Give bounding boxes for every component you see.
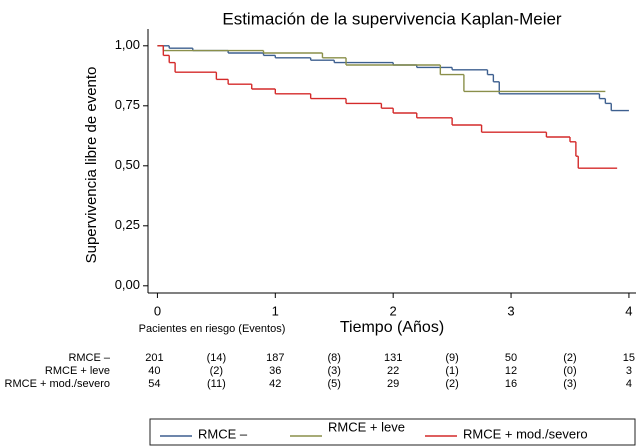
risk-events: (2) — [210, 365, 223, 377]
risk-count: 16 — [505, 378, 517, 390]
risk-row-label: RMCE + leve — [45, 365, 110, 377]
y-tick-label: 0,25 — [115, 217, 140, 232]
x-tick-label: 2 — [390, 303, 397, 318]
risk-row-label: RMCE – — [68, 352, 110, 364]
x-tick-label: 0 — [154, 303, 161, 318]
risk-count: 187 — [266, 352, 284, 364]
risk-events: (2) — [563, 352, 576, 364]
y-axis-label: Supervivencia libre de evento — [83, 67, 100, 264]
risk-count: 54 — [148, 378, 160, 390]
risk-count: 3 — [626, 365, 632, 377]
risk-count: 4 — [626, 378, 632, 390]
chart-title: Estimación de la supervivencia Kaplan-Me… — [222, 9, 562, 28]
risk-events: (3) — [563, 378, 576, 390]
x-tick-label: 1 — [272, 303, 279, 318]
risk-count: 40 — [148, 365, 160, 377]
risk-count: 201 — [145, 352, 163, 364]
risk-count: 50 — [505, 352, 517, 364]
risk-table-title: Pacientes en riesgo (Eventos) — [139, 323, 286, 335]
risk-count: 131 — [384, 352, 402, 364]
x-tick-label: 3 — [507, 303, 514, 318]
legend-label: RMCE + leve — [328, 419, 405, 434]
x-axis-label: Tiempo (Años) — [340, 319, 444, 336]
risk-events: (1) — [445, 365, 458, 377]
y-tick-label: 0,50 — [115, 157, 140, 172]
risk-events: (5) — [328, 378, 341, 390]
y-tick-label: 1,00 — [115, 37, 140, 52]
risk-count: 42 — [269, 378, 281, 390]
risk-count: 36 — [269, 365, 281, 377]
risk-events: (14) — [207, 352, 227, 364]
risk-count: 12 — [505, 365, 517, 377]
y-tick-label: 0,00 — [115, 277, 140, 292]
risk-row-label: RMCE + mod./severo — [5, 378, 110, 390]
risk-events: (0) — [563, 365, 576, 377]
risk-events: (8) — [328, 352, 341, 364]
legend-box — [149, 418, 636, 446]
legend-label: RMCE + mod./severo — [463, 426, 588, 441]
y-tick-label: 0,75 — [115, 97, 140, 112]
risk-events: (11) — [207, 378, 226, 390]
risk-count: 22 — [387, 365, 399, 377]
risk-count: 15 — [623, 352, 635, 364]
risk-count: 29 — [387, 378, 399, 390]
x-tick-label: 4 — [625, 303, 632, 318]
risk-events: (3) — [328, 365, 341, 377]
risk-events: (2) — [445, 378, 458, 390]
legend-label: RMCE – — [198, 426, 248, 441]
risk-events: (9) — [445, 352, 458, 364]
